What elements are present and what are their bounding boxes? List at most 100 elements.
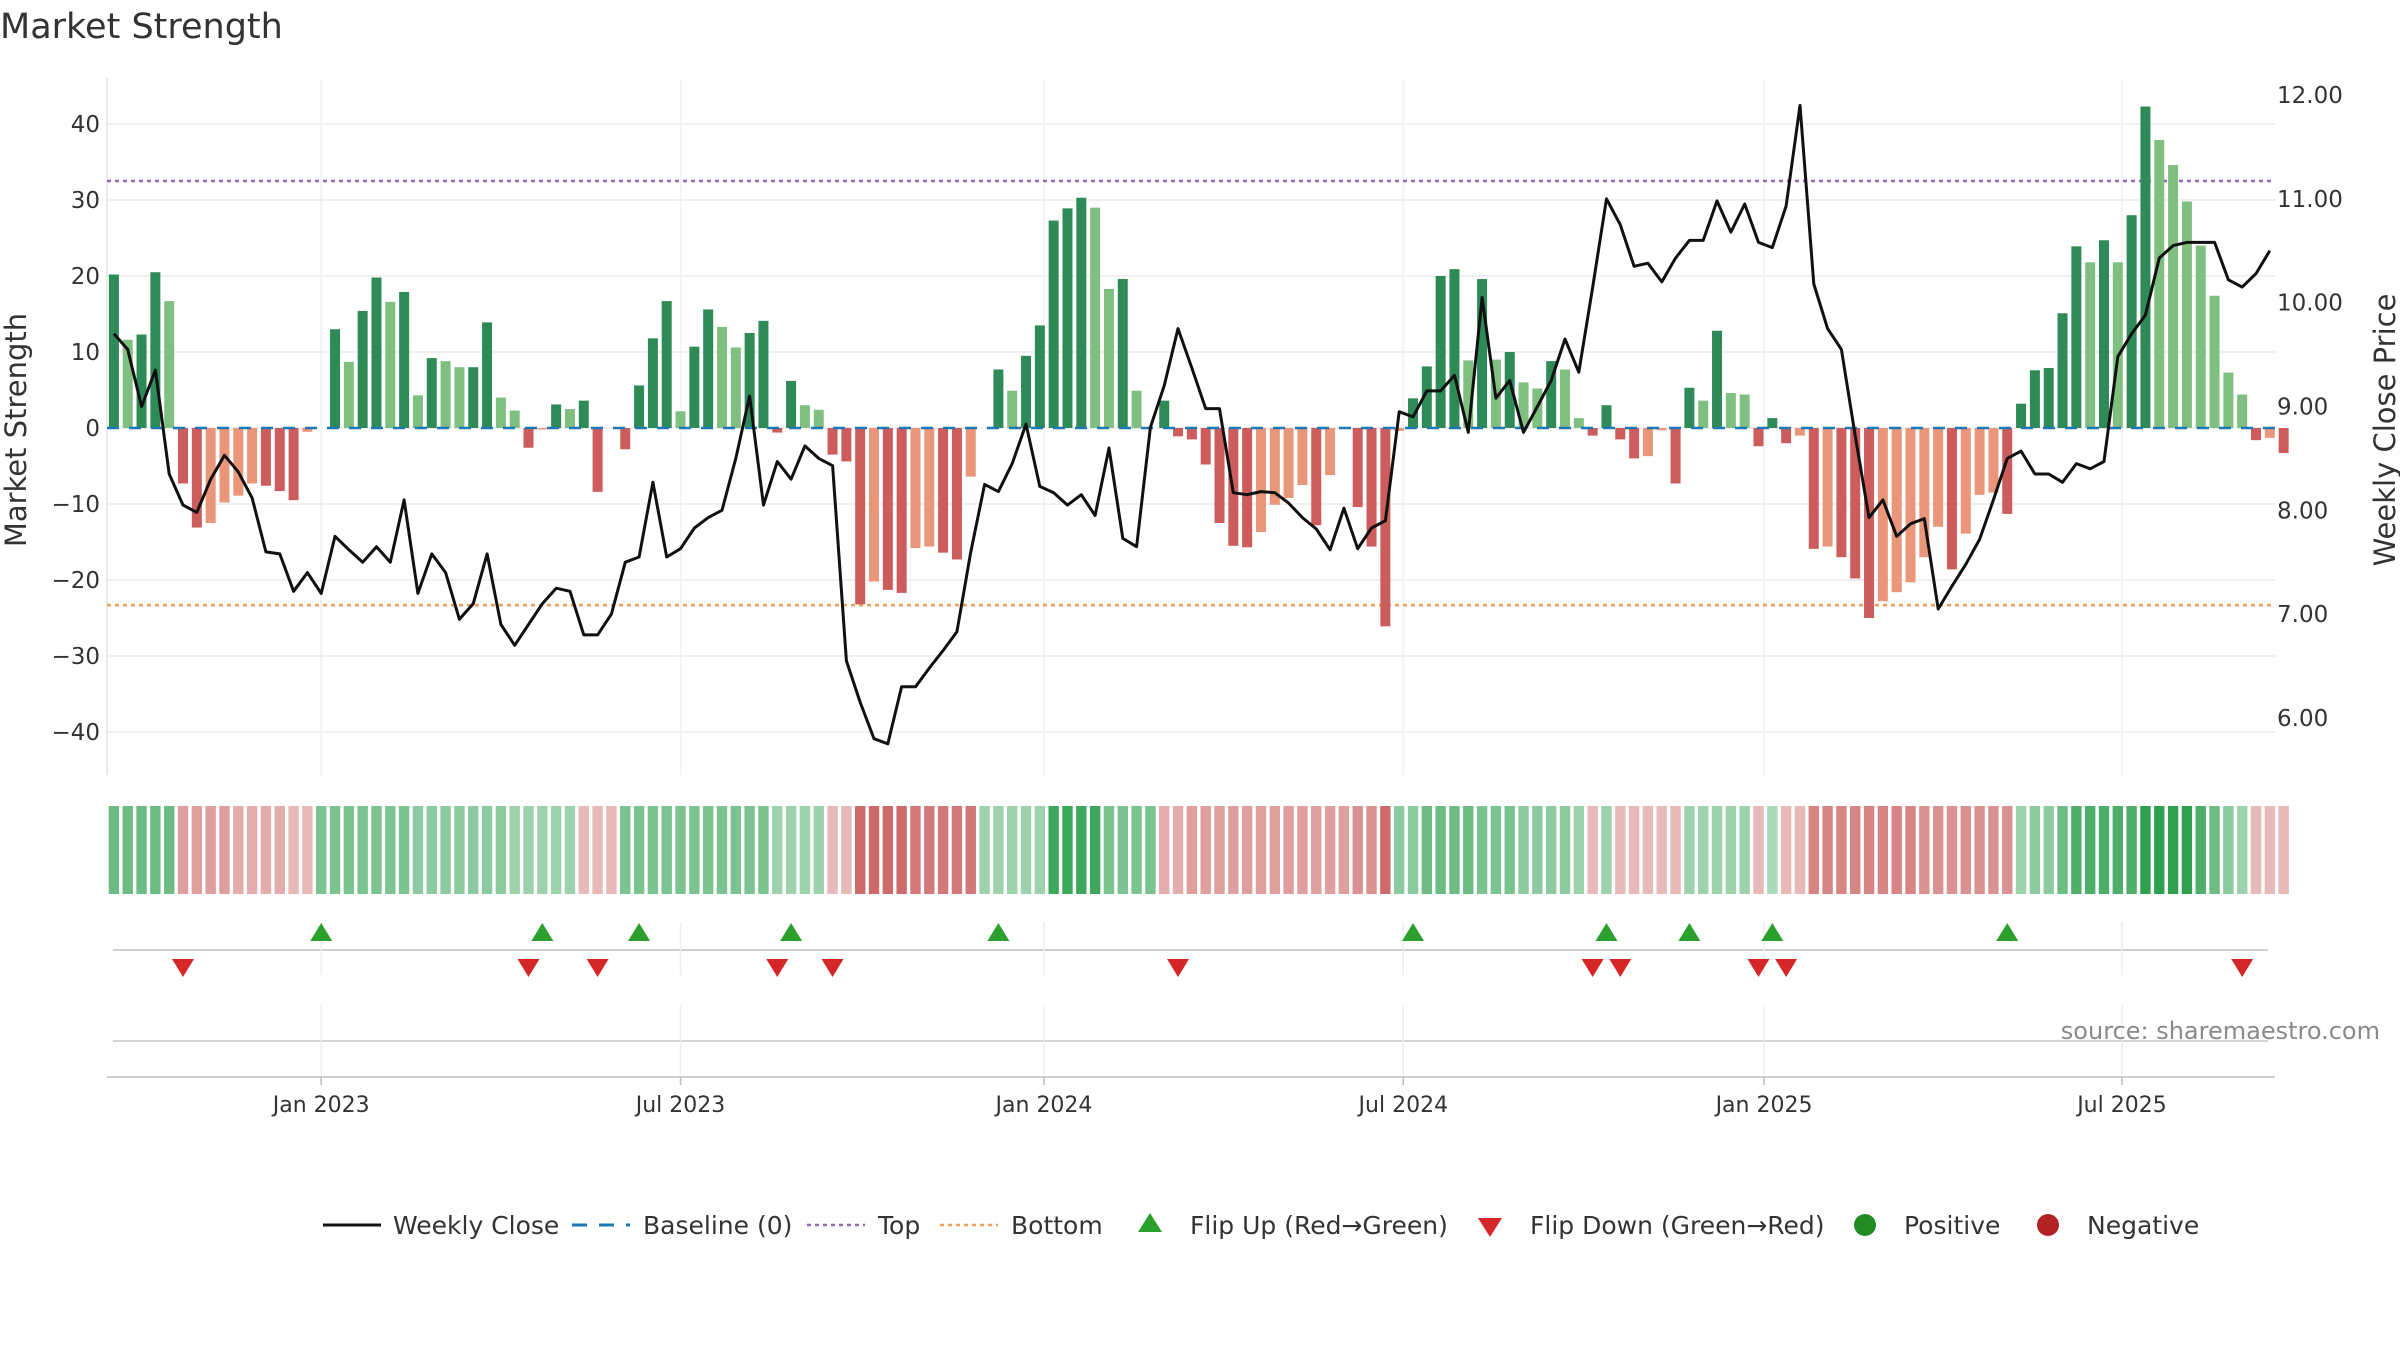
strength-bar [896, 428, 907, 593]
strength-strip-cell [1739, 806, 1750, 894]
strength-strip-cell [1020, 806, 1032, 894]
strength-bar [620, 428, 631, 450]
source-note: source: sharemaestro.com [2061, 1017, 2380, 1045]
flip-up-marker [1761, 923, 1784, 941]
strength-bar [578, 400, 589, 428]
strength-strip-cell [1615, 806, 1626, 894]
strength-strip-cell [1048, 806, 1059, 894]
strength-bar [2071, 246, 2082, 428]
strength-bar [1200, 428, 1211, 465]
strength-strip-cell [2278, 806, 2289, 894]
strength-strip-cell [122, 806, 133, 894]
strength-bar [813, 409, 824, 428]
strength-strip-cell [2043, 806, 2054, 894]
strength-strip-cell [1214, 806, 1225, 894]
strength-bar [1573, 418, 1584, 428]
strength-bar [136, 334, 147, 428]
strength-strip-cell [1836, 806, 1847, 894]
strength-strip-cell [896, 806, 907, 894]
strength-strip-cell [523, 806, 534, 894]
flip-down-marker [1167, 959, 1190, 977]
main-panel: 40 30 20 10 0 −10 −20 −30 −40 12.00 11.00 10.00 9.0… [0, 78, 2400, 775]
strength-bar [2278, 428, 2289, 454]
strength-strip-cell [620, 806, 631, 894]
strength-bar [495, 397, 506, 428]
strength-strip-cell [2140, 806, 2151, 894]
strength-bar [2016, 403, 2027, 428]
legend-label: Positive [1904, 1211, 2000, 1240]
strength-strip-cell [993, 806, 1004, 894]
strength-bar [454, 367, 465, 428]
weekly-close-line [112, 103, 2272, 746]
strength-bar [744, 333, 755, 428]
strength-strip-cell [412, 806, 424, 894]
left-tick-label: −40 [51, 720, 100, 746]
strength-strip-cell [246, 806, 258, 894]
strength-bar [1048, 220, 1059, 428]
strength-strip-cell [1324, 806, 1336, 894]
flip-down-marker [172, 959, 195, 977]
strength-bar [661, 301, 672, 428]
strength-bar [233, 428, 244, 496]
x-tick-label: Jul 2023 [634, 1093, 726, 1118]
x-tick-label: Jan 2024 [994, 1093, 1093, 1118]
strength-bar [1988, 428, 1999, 493]
strength-strip-cell [136, 806, 147, 894]
strength-strip-cell [827, 806, 838, 894]
legend: Weekly Close Baseline (0) Top Bottom Flip Up… [323, 1211, 2199, 1240]
strength-strip-cell [398, 806, 410, 894]
strength-strip-cell [1228, 806, 1239, 894]
strength-bar [1850, 428, 1861, 579]
flip-up-marker [780, 923, 803, 941]
strength-bar [1960, 428, 1971, 534]
strength-bar [2112, 262, 2123, 428]
strength-bar [1407, 398, 1418, 428]
strength-strip-cell [1960, 806, 1971, 894]
strength-bar [1518, 382, 1529, 428]
strength-bar [1352, 428, 1363, 508]
strength-bar [730, 347, 741, 428]
strength-bar [219, 428, 230, 503]
strength-strip-cell [606, 806, 617, 894]
strength-bar [2237, 394, 2248, 428]
strength-bar [1546, 361, 1557, 428]
x-tick-label: Jul 2024 [1357, 1093, 1449, 1118]
strength-strip-cell [2223, 806, 2234, 894]
x-tick-label: Jan 2023 [271, 1093, 370, 1118]
x-axis: Jan 2023 Jul 2023 Jan 2024 Jul 2024 Jan 2025… [107, 1076, 2275, 1118]
strength-bar [1794, 428, 1805, 436]
strength-bar [247, 428, 258, 484]
strength-strip-cell [1393, 806, 1405, 894]
flip-up-marker [628, 923, 651, 941]
strength-bar [1629, 428, 1640, 459]
chart-title: Market Strength [0, 7, 283, 47]
strength-bar [647, 338, 658, 428]
strength-bar [1933, 428, 1944, 527]
strength-strip-cell [1352, 806, 1363, 894]
strength-bar [1698, 400, 1709, 428]
right-y-ticks: 12.00 11.00 10.00 9.00 8.00 7.00 6.00 [2277, 83, 2343, 732]
legend-label: Baseline (0) [643, 1211, 792, 1240]
flip-down-marker [586, 959, 609, 977]
left-tick-label: 10 [71, 340, 100, 366]
strength-bar [2098, 240, 2109, 428]
strength-bar [509, 410, 520, 428]
strength-strip-cell [316, 806, 327, 894]
strength-bars [108, 106, 2289, 627]
strength-bar [2154, 139, 2165, 428]
strength-bar [1670, 428, 1681, 484]
flip-down-marker [821, 959, 844, 977]
strength-bar [1587, 428, 1598, 436]
strength-bar [2043, 367, 2054, 428]
strength-strip-cell [2181, 806, 2193, 894]
strength-bar [1822, 428, 1833, 547]
strength-strip-cell [868, 806, 880, 894]
strength-strip-cell [1076, 806, 1087, 894]
left-tick-label: 20 [71, 264, 100, 290]
strength-strip-cell [2195, 806, 2206, 894]
strength-strip-cell [495, 806, 507, 894]
strength-bar [841, 428, 852, 462]
strength-strip-cell [1518, 806, 1529, 894]
strength-bar [1974, 428, 1985, 495]
